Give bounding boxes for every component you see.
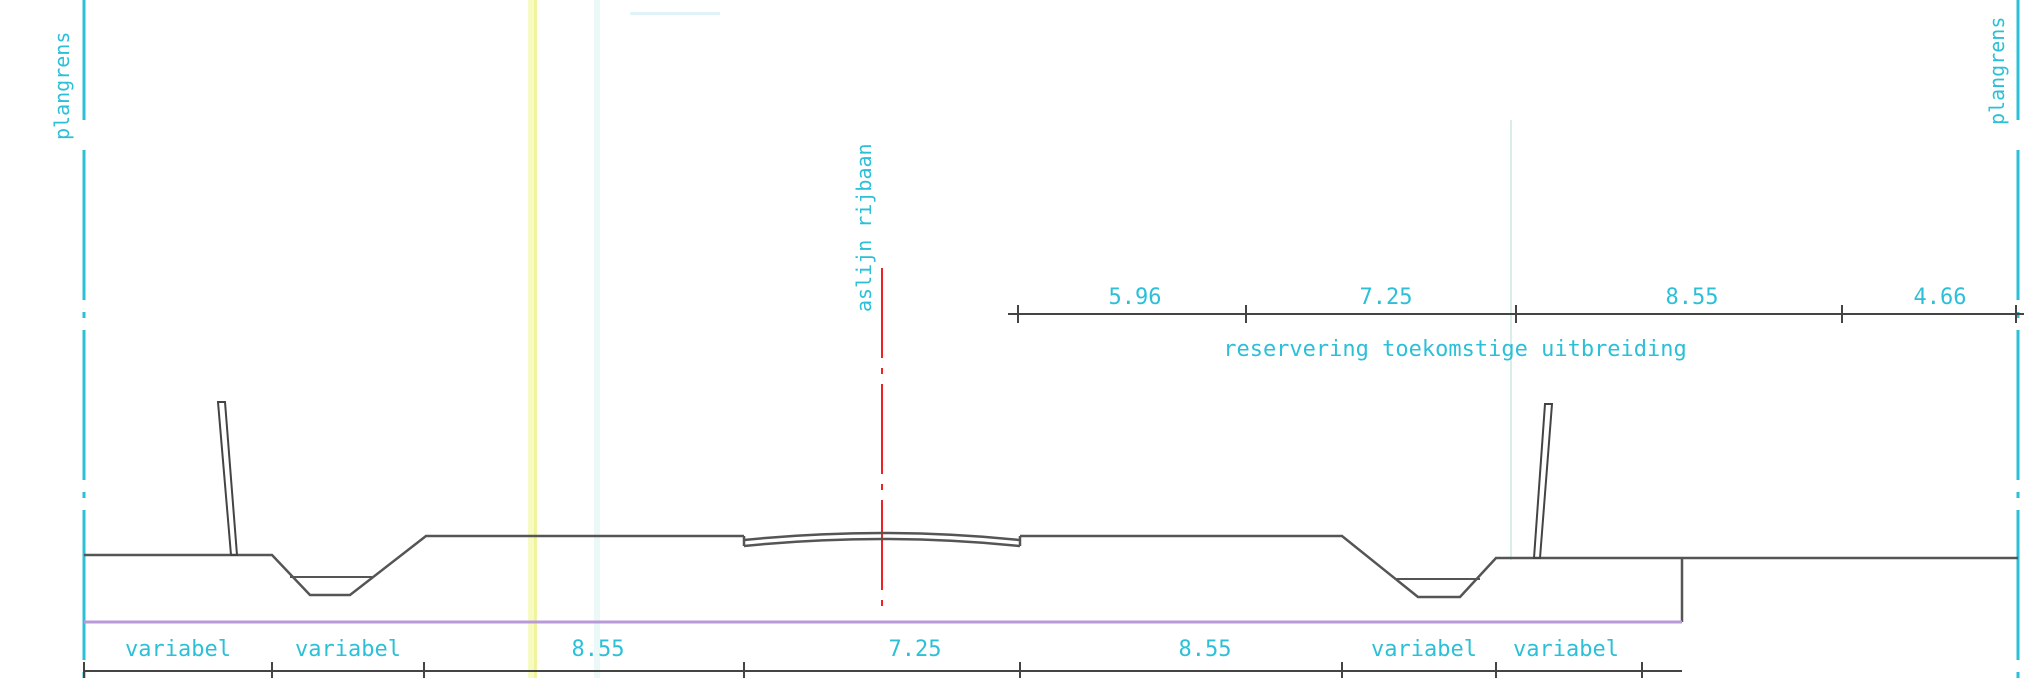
- reservation-note: reservering toekomstige uitbreiding: [1223, 337, 1687, 362]
- right-boundary-label: plangrens: [1985, 17, 2009, 125]
- lower-dimension-6: variabel: [1371, 637, 1477, 662]
- upper-dimension-line: [1008, 305, 2024, 323]
- lower-dimension-7: variabel: [1513, 637, 1619, 662]
- lower-dimension-4: 7.25: [889, 637, 942, 662]
- lower-dimension-3: 8.55: [572, 637, 625, 662]
- lower-dimension-1: variabel: [125, 637, 231, 662]
- upper-dimension-3: 8.55: [1666, 285, 1719, 310]
- lower-dimension-2: variabel: [295, 637, 401, 662]
- ditch-water-levels: [290, 576, 1480, 580]
- centerline-label: aslijn rijbaan: [852, 143, 876, 312]
- scan-artifacts: [528, 0, 1512, 678]
- right-barrier-post: [1532, 403, 1554, 559]
- left-barrier-post: [216, 401, 239, 556]
- road-profile: [84, 531, 2018, 622]
- upper-dimension-1: 5.96: [1109, 285, 1162, 310]
- upper-dimension-2: 7.25: [1360, 285, 1413, 310]
- left-boundary-label: plangrens: [50, 32, 74, 140]
- lower-dimension-line: [83, 662, 1682, 678]
- upper-dimension-4: 4.66: [1914, 285, 1967, 310]
- lower-dimension-5: 8.55: [1179, 637, 1232, 662]
